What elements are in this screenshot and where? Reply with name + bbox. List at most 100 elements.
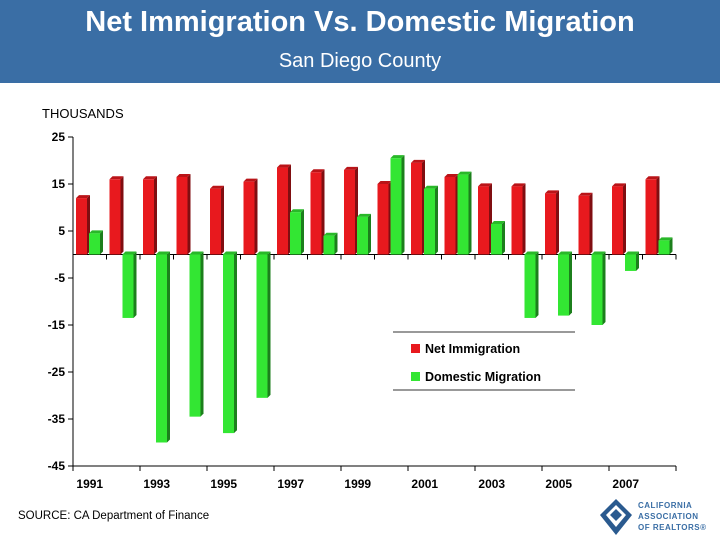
net-immigration-bar-top <box>511 183 526 187</box>
domestic-migration-bar-top <box>658 237 673 241</box>
domestic-migration-bar <box>558 254 569 316</box>
logo-line-1: CALIFORNIA <box>638 501 693 510</box>
net-immigration-bar-top <box>444 173 459 177</box>
domestic-migration-bar-side <box>267 251 271 398</box>
domestic-migration-bar <box>524 254 536 318</box>
net-immigration-bar <box>444 176 456 255</box>
net-immigration-bar-top <box>176 173 191 177</box>
chart-subtitle: San Diego County <box>278 50 442 72</box>
domestic-migration-bar-side <box>468 171 472 255</box>
domestic-migration-bar-top <box>189 251 204 255</box>
logo-text: CALIFORNIA ASSOCIATION OF REALTORS® <box>638 500 707 533</box>
net-immigration-bar-top <box>377 181 392 184</box>
domestic-migration-bar-top <box>223 251 237 255</box>
domestic-migration-bar-top <box>424 185 438 189</box>
domestic-migration-bar <box>256 254 268 398</box>
net-immigration-bar-top <box>411 159 425 163</box>
domestic-migration-bar <box>122 254 134 318</box>
x-tick-label: 2007 <box>612 477 639 491</box>
y-axis-unit-label: THOUSANDS <box>42 106 124 121</box>
x-tick-label: 1995 <box>210 477 237 491</box>
x-tick-label: 1993 <box>143 477 170 491</box>
domestic-migration-bar-top <box>156 251 170 255</box>
domestic-migration-bar-top <box>122 251 137 255</box>
net-immigration-bar-side <box>589 192 593 255</box>
title-banner: Net Immigration Vs. Domestic Migration S… <box>0 0 720 83</box>
domestic-migration-bar-side <box>502 220 505 255</box>
domestic-migration-bar <box>390 158 402 255</box>
domestic-migration-bar-top <box>290 209 304 213</box>
x-tick-label: 2001 <box>411 477 438 491</box>
domestic-migration-bar-side <box>669 237 673 255</box>
net-immigration-bar-top <box>478 183 492 187</box>
net-immigration-bar <box>511 186 523 255</box>
realtor-logo-icon <box>600 499 632 535</box>
net-immigration-bar-side <box>656 176 660 255</box>
chart-title: Net Immigration Vs. Domestic Migration <box>85 6 635 38</box>
domestic-migration-bar-side <box>334 232 338 255</box>
domestic-migration-bar <box>591 254 603 325</box>
domestic-migration-bar <box>424 188 435 255</box>
net-immigration-bar-top <box>243 178 258 182</box>
net-immigration-bar-top <box>645 176 660 180</box>
net-immigration-bar-side <box>522 183 526 255</box>
domestic-migration-bar-side <box>368 213 371 255</box>
legend-box <box>393 336 575 386</box>
net-immigration-bar <box>645 179 657 255</box>
x-tick-label: 1999 <box>344 477 371 491</box>
net-immigration-bar <box>243 181 255 255</box>
net-immigration-bar-side <box>254 178 258 255</box>
net-immigration-bar <box>411 162 422 255</box>
domestic-migration-bar <box>89 233 100 255</box>
domestic-migration-bar-side <box>535 251 539 318</box>
domestic-migration-bar-top <box>591 251 606 255</box>
net-immigration-bar <box>344 169 355 255</box>
logo-line-2: ASSOCIATION <box>638 512 699 521</box>
domestic-migration-bar-top <box>524 251 539 255</box>
net-immigration-bar-top <box>143 176 157 180</box>
domestic-migration-bar <box>625 254 636 271</box>
domestic-migration-bar-top <box>323 232 338 236</box>
net-immigration-bar-side <box>556 190 559 255</box>
net-immigration-bar-top <box>109 176 124 180</box>
domestic-migration-bar-side <box>602 251 606 325</box>
net-immigration-bar <box>143 179 154 255</box>
domestic-migration-bar-top <box>457 171 472 175</box>
net-immigration-bar-top <box>545 190 559 194</box>
net-immigration-bar <box>210 188 221 255</box>
domestic-migration-bar-top <box>491 220 505 224</box>
domestic-migration-bar-top <box>89 230 103 234</box>
net-immigration-bar <box>76 198 87 255</box>
legend-swatch <box>411 372 420 381</box>
y-tick-label: 15 <box>52 177 66 191</box>
y-tick-label: -45 <box>48 459 66 473</box>
net-immigration-bar <box>176 176 188 255</box>
domestic-migration-bar-side <box>569 251 572 316</box>
domestic-migration-bar-side <box>435 185 438 255</box>
x-tick-label: 1997 <box>277 477 304 491</box>
net-immigration-bar <box>277 167 288 255</box>
net-immigration-bar-side <box>154 176 157 255</box>
domestic-migration-bar <box>457 174 469 255</box>
net-immigration-bar <box>109 179 121 255</box>
net-immigration-bar-top <box>76 195 90 199</box>
domestic-migration-bar-top <box>390 155 405 159</box>
net-immigration-bar <box>377 184 389 255</box>
y-tick-label: 25 <box>52 130 66 144</box>
net-immigration-bar-top <box>578 192 593 196</box>
net-immigration-bar-top <box>344 166 358 170</box>
domestic-migration-bar-side <box>234 251 237 434</box>
domestic-migration-bar-side <box>200 251 204 417</box>
net-immigration-bar <box>612 186 623 255</box>
x-tick-label: 2003 <box>478 477 505 491</box>
source-note: SOURCE: CA Department of Finance <box>18 510 210 522</box>
domestic-migration-bar-side <box>100 230 103 255</box>
domestic-migration-bar-top <box>625 251 639 255</box>
y-tick-label: -5 <box>54 271 65 285</box>
domestic-migration-bar-side <box>401 155 405 255</box>
domestic-migration-bar-top <box>357 213 371 217</box>
domestic-migration-bar <box>290 212 301 255</box>
net-immigration-bar-side <box>187 173 191 255</box>
y-tick-label: 5 <box>58 224 65 238</box>
